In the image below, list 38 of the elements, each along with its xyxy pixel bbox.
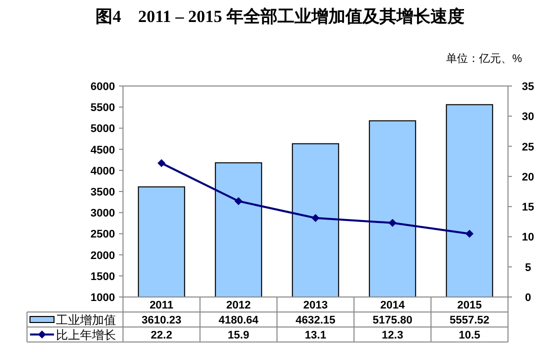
x-tick-label: 2012 (226, 300, 251, 312)
y-tick-label: 3500 (90, 186, 115, 198)
x-tick-label: 2014 (380, 300, 406, 312)
y-tick-label: 1000 (90, 292, 115, 304)
text: 单位：亿元、% (446, 52, 522, 65)
data-label: 13.1 (304, 330, 326, 342)
x-tick-label: 2015 (457, 300, 482, 312)
y2-tick-label: 5 (524, 262, 532, 274)
data-label: 12.3 (382, 330, 404, 342)
data-label: 3610.23 (142, 314, 182, 326)
y2-tick-label: 35 (522, 81, 534, 93)
data-label: 10.5 (458, 330, 480, 342)
data-label: 15.9 (228, 330, 250, 342)
y-tick-label: 2000 (90, 250, 115, 262)
data-label: 4632.15 (296, 314, 336, 326)
y2-tick-label: 20 (522, 171, 534, 184)
y-tick-label: 5000 (90, 123, 115, 136)
legend-label: 比上年增长 (56, 328, 116, 342)
y-tick-label: 5500 (90, 102, 115, 114)
chart-title: 图4 2011 – 2015 年全部工业增加值及其增长速度 (96, 7, 464, 26)
x-tick-label: 2013 (303, 300, 328, 312)
data-label: 5557.52 (450, 314, 490, 326)
y2-tick-label: 10 (522, 232, 534, 244)
y-tick-label: 3000 (90, 208, 115, 220)
data-label: 22.2 (150, 330, 172, 342)
legend-label: 工业增加值 (56, 313, 116, 327)
data-label: 4180.64 (218, 314, 260, 326)
data-label: 5175.80 (372, 314, 412, 326)
y2-tick-label: 30 (522, 111, 534, 124)
y-tick-label: 6000 (90, 81, 115, 93)
y2-tick-label: 15 (522, 202, 534, 214)
x-tick-label: 2011 (150, 300, 174, 312)
y2-tick-label: 25 (522, 141, 534, 154)
y-tick-label: 1500 (90, 270, 115, 283)
y2-tick-label: 0 (524, 292, 532, 304)
y-tick-label: 4500 (90, 144, 115, 156)
y-tick-label: 2500 (90, 228, 115, 241)
y-tick-label: 4000 (90, 165, 115, 178)
